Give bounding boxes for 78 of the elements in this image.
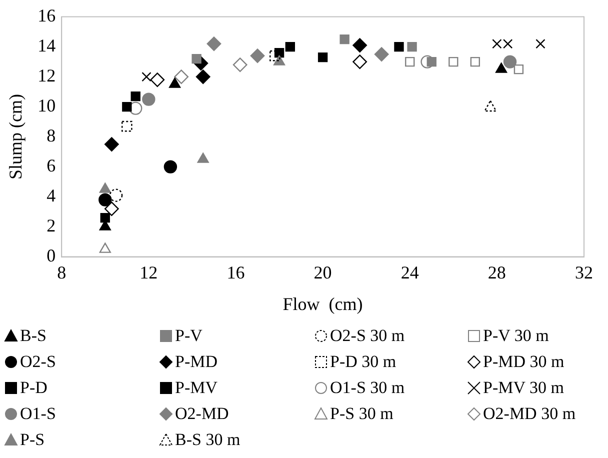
legend-label: P-S 30 m [330,404,394,424]
legend-label: O2-S [20,352,56,372]
point [232,58,248,72]
point [104,202,119,216]
point [98,193,112,206]
point [502,38,513,49]
point [129,102,142,115]
point [99,242,111,253]
point [99,182,111,193]
x-tick-label: 32 [575,262,593,282]
point [405,56,415,67]
point [100,212,110,223]
point [426,56,436,67]
y-tick-label: 10 [38,96,56,116]
legend-label: P-MV [175,378,218,398]
legend-label: P-S [20,430,45,450]
y-tick-label: 6 [46,156,56,176]
y-tick-label: 16 [38,6,56,26]
point [484,100,497,112]
point [197,152,209,163]
legend-label: P-V [175,326,202,346]
point [164,160,178,174]
point [495,62,508,73]
x-tick-label: 20 [314,262,332,282]
point [374,47,389,62]
legend-label: P-D 30 m [330,352,396,372]
point [352,54,368,69]
x-tick-label: 16 [226,262,245,282]
y-tick-label: 12 [38,66,56,86]
point [206,36,222,51]
legend-label: B-S [20,326,46,346]
y-tick-label: 4 [46,186,56,206]
point [196,70,210,84]
y-tick-label: 0 [46,246,56,266]
point [142,92,156,106]
legend-label: P-D [20,378,48,398]
legend-label: P-MD 30 m [483,352,564,372]
legend-label: P-MD [175,352,218,372]
point [394,42,404,52]
legend-label: P-MV 30 m [483,378,564,398]
point [352,38,368,52]
y-tick-label: 2 [46,216,56,236]
point [492,38,502,49]
point [122,102,132,112]
point [122,120,132,132]
legend-label: O1-S [20,404,56,424]
point [174,70,189,84]
legend-label: P-V 30 m [483,326,549,346]
point [150,72,165,87]
y-tick-label: 8 [46,126,56,146]
point [448,56,458,67]
point [514,64,524,74]
point [130,91,140,102]
x-tick-label: 12 [140,262,158,282]
point [285,42,295,52]
point [318,52,328,62]
x-tick-label: 28 [488,262,506,282]
point [536,38,546,49]
point [250,48,265,63]
point [104,137,119,152]
point [503,55,517,68]
y-tick-label: 14 [38,36,56,56]
legend-label: O2-MD 30 m [483,404,576,424]
x-tick-label: 24 [400,262,419,282]
legend-label: O1-S 30 m [330,378,405,398]
y-axis-title: Slump (cm) [6,94,26,180]
legend-label: O2-S 30 m [330,326,405,346]
point [407,42,417,52]
point [340,34,350,44]
point [470,56,480,67]
x-axis-title: Flow (cm) [282,294,363,314]
point [168,78,181,88]
legend-label: B-S 30 m [175,430,240,450]
point [109,188,123,202]
point [270,50,280,62]
point [420,55,434,68]
legend-label: O2-MD [175,404,229,424]
point [142,72,152,82]
